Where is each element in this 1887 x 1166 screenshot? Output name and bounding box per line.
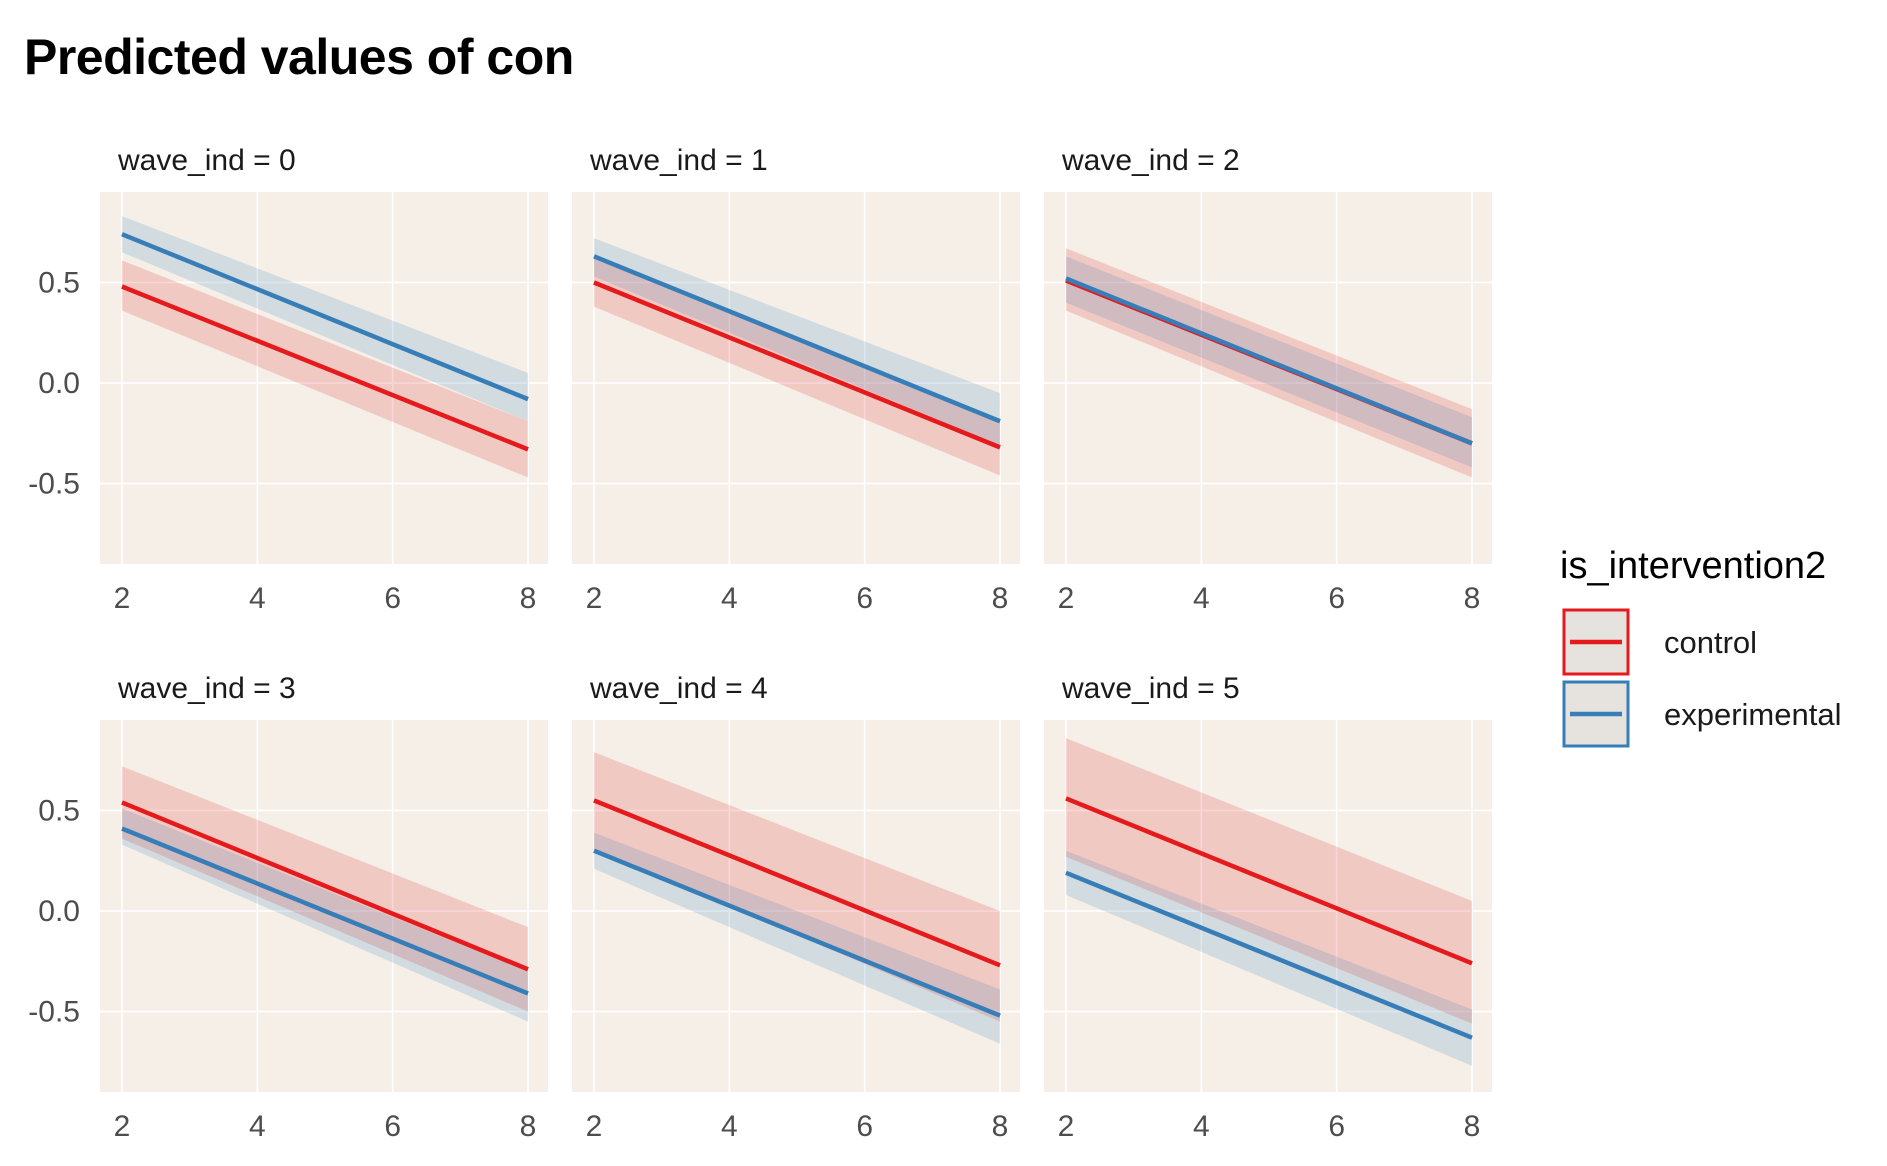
series-line-experimental [121, 826, 529, 996]
panel-background [1044, 720, 1492, 1092]
facet-strip-label: wave_ind = 4 [589, 672, 768, 705]
x-tick-label: 8 [1464, 582, 1481, 615]
x-tick-label: 6 [384, 582, 401, 615]
x-tick-label: 2 [586, 1110, 603, 1143]
x-tick-label: 6 [1328, 1110, 1345, 1143]
x-tick-label: 6 [1328, 582, 1345, 615]
legend-label-control: control [1664, 625, 1757, 660]
series-line-control [121, 284, 529, 452]
facet-panel: wave_ind = 2 2 4 6 8 [1044, 144, 1492, 615]
series-line-control [121, 800, 529, 972]
facet-strip-label: wave_ind = 1 [589, 144, 768, 177]
y-tick-label: 0.5 [38, 266, 80, 299]
y-tick-label: 0.5 [38, 794, 80, 827]
x-tick-label: 8 [992, 582, 1009, 615]
facet-strip-label: wave_ind = 2 [1061, 144, 1240, 177]
series-line-experimental [593, 848, 1001, 1018]
confidence-band-experimental [122, 808, 528, 1022]
x-tick-label: 4 [721, 582, 738, 615]
x-tick-label: 2 [1058, 582, 1075, 615]
series-line-control [593, 798, 1001, 968]
facet-panel: wave_ind = 3 2 4 6 8 0.5 0.0 -0.5 [28, 672, 548, 1143]
x-tick-label: 2 [114, 1110, 131, 1143]
x-tick-label: 2 [1058, 1110, 1075, 1143]
series-line-control [593, 280, 1001, 450]
x-tick-label: 6 [856, 582, 873, 615]
y-tick-label: -0.5 [28, 996, 80, 1029]
series-line-experimental [1065, 276, 1473, 446]
x-tick-label: 8 [520, 1110, 537, 1143]
series-line-control [1065, 796, 1473, 966]
series-line-experimental [1065, 870, 1473, 1040]
confidence-band-experimental [594, 238, 1000, 446]
series-line-experimental [593, 254, 1001, 424]
y-tick-label: -0.5 [28, 468, 80, 501]
panel-background [572, 192, 1020, 564]
facet-panel: wave_ind = 0 2 4 6 8 0.5 0.0 -0.5 [28, 144, 548, 615]
panel-background [1044, 192, 1492, 564]
facet-strip-label: wave_ind = 0 [117, 144, 296, 177]
panel-background [572, 720, 1020, 1092]
confidence-band-experimental [1066, 850, 1472, 1066]
confidence-band-experimental [594, 832, 1000, 1044]
x-tick-label: 4 [249, 582, 266, 615]
x-tick-label: 6 [384, 1110, 401, 1143]
x-tick-label: 8 [520, 582, 537, 615]
x-tick-label: 6 [856, 1110, 873, 1143]
x-tick-label: 8 [1464, 1110, 1481, 1143]
facet-strip-label: wave_ind = 5 [1061, 672, 1240, 705]
x-tick-label: 4 [1193, 582, 1210, 615]
x-tick-label: 4 [1193, 1110, 1210, 1143]
x-tick-label: 2 [586, 582, 603, 615]
facet-strip-label: wave_ind = 3 [117, 672, 296, 705]
legend-label-experimental: experimental [1664, 697, 1841, 732]
x-tick-label: 4 [249, 1110, 266, 1143]
facet-panel: wave_ind = 5 2 4 6 8 [1044, 672, 1492, 1143]
chart-title: Predicted values of con [24, 29, 574, 85]
y-tick-label: 0.0 [38, 367, 80, 400]
panel-background [100, 720, 548, 1092]
y-tick-label: 0.0 [38, 895, 80, 928]
x-tick-label: 4 [721, 1110, 738, 1143]
confidence-band-control [594, 752, 1000, 1022]
series-line-experimental [121, 232, 529, 402]
x-tick-label: 2 [114, 582, 131, 615]
facet-panel: wave_ind = 4 2 4 6 8 [572, 672, 1020, 1143]
x-tick-label: 8 [992, 1110, 1009, 1143]
legend-title: is_intervention2 [1560, 545, 1826, 587]
facet-panel: wave_ind = 1 2 4 6 8 [572, 144, 1020, 615]
